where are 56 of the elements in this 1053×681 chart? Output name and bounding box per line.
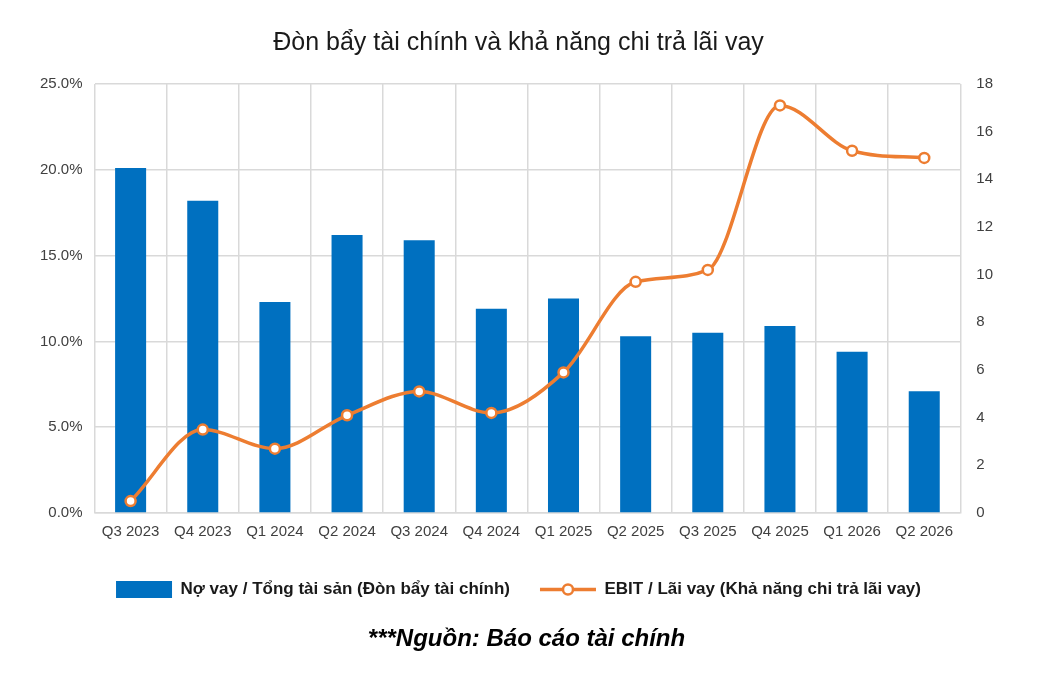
bar xyxy=(475,308,507,513)
x-tick-label: Q1 2024 xyxy=(246,522,304,540)
y2-tick-label: 16 xyxy=(976,121,993,139)
point xyxy=(196,423,210,436)
point xyxy=(629,275,642,289)
y-tick-label: 15.0% xyxy=(39,245,83,263)
x-tick-label: Q2 2025 xyxy=(606,522,665,540)
y2-tick-label: 6 xyxy=(976,360,985,378)
y2-tick-label: 12 xyxy=(976,217,993,235)
point xyxy=(340,409,354,422)
bar xyxy=(620,336,652,513)
x-tick-label: Q1 2025 xyxy=(534,522,593,540)
legend-label: EBIT / Lãi vay (Khả năng chi trả lãi vay) xyxy=(604,579,921,599)
point xyxy=(124,494,137,508)
x-tick-label: Q4 2024 xyxy=(462,522,521,540)
y2-tick-label: 2 xyxy=(976,455,985,473)
point xyxy=(845,144,859,157)
point xyxy=(268,442,282,455)
y2-tick-label: 4 xyxy=(976,407,985,425)
bar xyxy=(187,200,219,513)
point xyxy=(773,99,787,112)
y2-tick-label: 8 xyxy=(976,312,985,330)
chart-title: Đòn bẩy tài chính và khả năng chi trả lãi vay xyxy=(273,26,765,55)
x-tick-label: Q2 2026 xyxy=(895,522,954,540)
point xyxy=(485,406,498,420)
bar xyxy=(692,332,724,513)
y-tick-label: 20.0% xyxy=(39,159,83,177)
bar xyxy=(331,235,363,513)
y-tick-label: 10.0% xyxy=(39,331,83,349)
text: ***Nguồn: Báo cáo tài chính xyxy=(367,624,686,652)
y2-tick-label: 18 xyxy=(976,74,993,92)
bar xyxy=(836,351,868,513)
x-tick-label: Q4 2023 xyxy=(173,522,232,540)
x-tick-label: Q3 2023 xyxy=(101,522,160,540)
x-tick-label: Q3 2025 xyxy=(679,522,737,540)
bar xyxy=(403,240,435,513)
bar xyxy=(547,298,580,513)
point xyxy=(557,366,570,379)
y-tick-label: 0.0% xyxy=(48,503,83,521)
y-tick-label: 5.0% xyxy=(48,417,83,435)
bar xyxy=(115,168,147,513)
y2-tick-label: 14 xyxy=(976,169,993,187)
y-tick-label: 25.0% xyxy=(39,74,83,92)
point xyxy=(412,385,426,398)
legend-label: Nợ vay / Tổng tài sản (Đòn bẩy tài chính) xyxy=(180,579,510,599)
bar xyxy=(764,325,796,513)
bar xyxy=(908,391,940,513)
y2-tick-label: 10 xyxy=(976,264,993,282)
y2-tick-label: 0 xyxy=(976,503,985,521)
x-tick-label: Q4 2025 xyxy=(751,522,809,540)
point xyxy=(917,151,931,165)
x-tick-label: Q2 2024 xyxy=(318,522,376,540)
point xyxy=(701,263,715,277)
x-tick-label: Q1 2026 xyxy=(823,522,881,540)
bar xyxy=(259,301,291,513)
x-tick-label: Q3 2024 xyxy=(390,522,448,540)
